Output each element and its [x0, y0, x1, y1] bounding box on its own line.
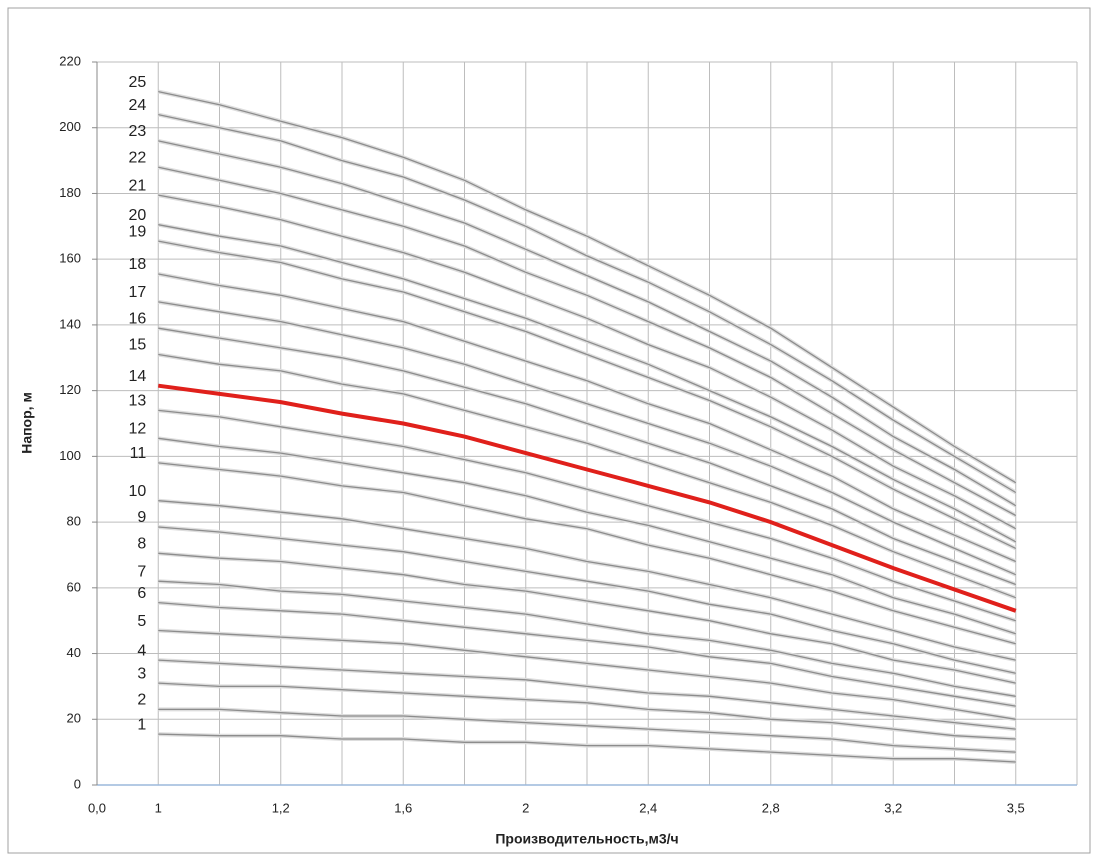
- x-tick-label: 3,2: [884, 800, 902, 815]
- y-tick-label: 120: [59, 382, 81, 397]
- series-name: 25: [128, 74, 146, 91]
- y-tick-label: 80: [67, 514, 81, 529]
- series-line: [158, 409, 1016, 622]
- series-name: 6: [137, 585, 146, 602]
- series-line: [158, 462, 1016, 645]
- series-line: [158, 659, 1016, 730]
- series-line: [158, 601, 1016, 707]
- x-tick-label: 1: [155, 800, 162, 815]
- x-axis-title: Производительность,м3/ч: [495, 831, 678, 847]
- series-name: 14: [128, 368, 146, 385]
- series-line: [158, 273, 1017, 563]
- y-tick-label: 220: [59, 53, 81, 68]
- series-name: 16: [128, 310, 146, 327]
- y-tick-label: 100: [59, 448, 81, 463]
- series-line: [158, 580, 1016, 697]
- series-name: 10: [128, 483, 146, 500]
- series-name: 20: [128, 207, 146, 224]
- series-name: 7: [137, 563, 146, 580]
- series-line: [158, 327, 1017, 586]
- series-line: [158, 629, 1016, 720]
- series-name: 2: [137, 692, 146, 709]
- series-name: 18: [128, 256, 146, 273]
- series-name: 4: [137, 642, 146, 659]
- series-line: [158, 353, 1017, 599]
- series-line: [158, 733, 1016, 763]
- series-name: 24: [128, 97, 146, 114]
- y-tick-label: 40: [67, 645, 81, 660]
- x-tick-label: 2,8: [762, 800, 780, 815]
- series-name: 17: [128, 284, 146, 301]
- series-name: 22: [128, 149, 146, 166]
- series-name: 19: [128, 223, 146, 240]
- series-name: 1: [137, 716, 146, 733]
- series-name: 23: [128, 123, 146, 140]
- y-tick-label: 60: [67, 579, 81, 594]
- x-tick-label: 1,6: [394, 800, 412, 815]
- y-tick-label: 20: [67, 711, 81, 726]
- series-name: 13: [128, 393, 146, 410]
- series-line: [158, 301, 1017, 576]
- series-line: [158, 708, 1016, 753]
- series-line: [158, 140, 1017, 507]
- x-tick-label: 2,4: [639, 800, 657, 815]
- series-name: 11: [130, 445, 147, 462]
- series-line: [158, 526, 1016, 674]
- series-line: [158, 224, 1017, 543]
- series-line: [158, 383, 1017, 613]
- series-line: [158, 552, 1016, 684]
- series-line: [158, 194, 1017, 530]
- series-name: 3: [137, 665, 146, 682]
- series-name: 9: [137, 509, 146, 526]
- y-tick-label: 200: [59, 119, 81, 134]
- series-name: 5: [137, 613, 146, 630]
- x-tick-label: 0,0: [88, 800, 106, 815]
- series-line: [158, 437, 1016, 635]
- series-line: [158, 500, 1016, 661]
- series-line: [158, 682, 1016, 740]
- series-name: 8: [137, 536, 146, 553]
- series-line: [158, 90, 1017, 484]
- series-name: 15: [128, 337, 146, 354]
- y-tick-label: 160: [59, 251, 81, 266]
- y-tick-label: 0: [74, 776, 81, 791]
- x-tick-label: 1,2: [272, 800, 290, 815]
- series-line: [158, 166, 1017, 517]
- y-tick-label: 140: [59, 316, 81, 331]
- y-tick-label: 180: [59, 185, 81, 200]
- series-name: 21: [128, 177, 146, 194]
- x-tick-label: 2: [522, 800, 529, 815]
- y-axis-title: Напор, м: [19, 392, 35, 454]
- series-line: [158, 240, 1017, 549]
- series-line: [158, 113, 1017, 494]
- series-name: 12: [128, 421, 146, 438]
- x-tick-label: 3,5: [1007, 800, 1025, 815]
